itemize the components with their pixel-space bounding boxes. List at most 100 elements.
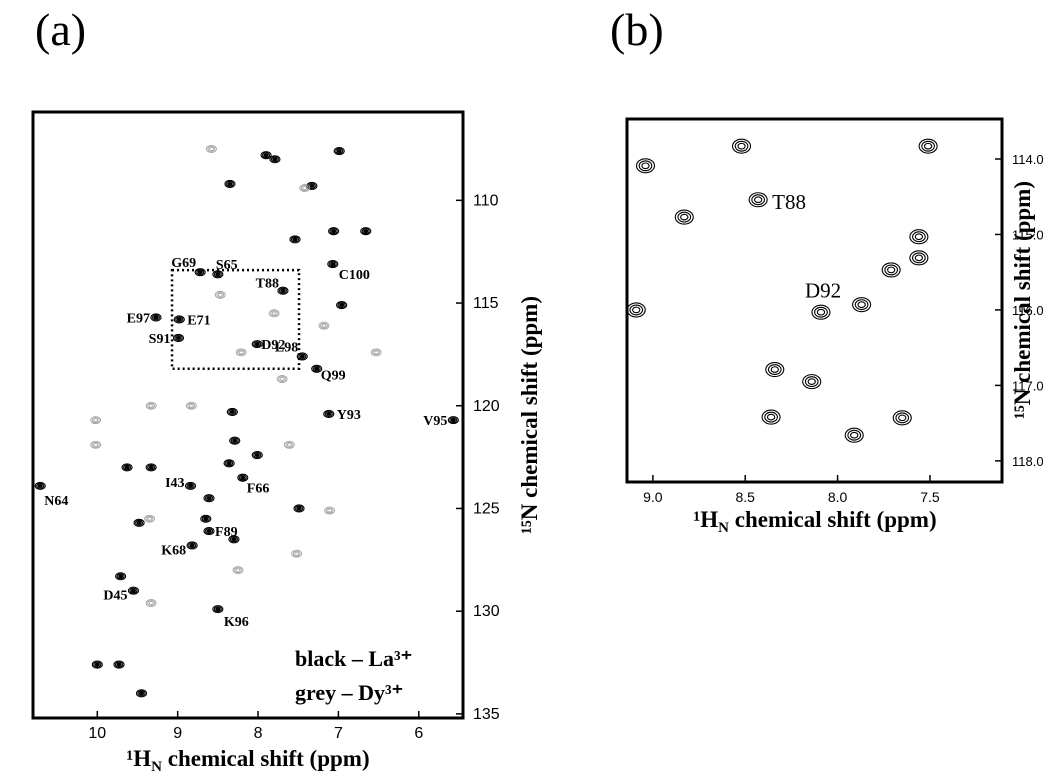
contour [327, 508, 332, 513]
contour [235, 348, 247, 357]
contour [318, 321, 330, 330]
peak-label: I43 [165, 476, 184, 491]
contour [328, 261, 337, 268]
contour [754, 196, 763, 204]
contour [148, 601, 154, 605]
contour [129, 587, 138, 594]
peak [145, 599, 157, 607]
contour [91, 417, 100, 423]
peak [150, 313, 162, 322]
contour [224, 179, 236, 188]
contour [263, 153, 269, 158]
contour [113, 660, 125, 669]
contour [449, 417, 458, 424]
x-axis-label-part: ¹H [126, 746, 151, 771]
contour [329, 228, 338, 235]
contour [293, 504, 305, 513]
contour [276, 375, 288, 383]
peak [133, 518, 145, 527]
peak [731, 138, 752, 154]
contour [237, 349, 246, 356]
peak [892, 410, 912, 426]
y-axis-label: ¹⁵N chemical shift (ppm) [517, 296, 542, 534]
peak [360, 227, 372, 236]
peak [145, 401, 157, 410]
y-tick-label: 125 [473, 500, 500, 517]
contour [213, 271, 222, 278]
contour [228, 535, 240, 544]
contour [804, 376, 819, 388]
peak [277, 286, 289, 295]
contour [188, 403, 194, 408]
contour [909, 250, 929, 266]
contour [626, 302, 646, 318]
x-axis-label: ¹HN chemical shift (ppm) [126, 746, 369, 775]
contour [299, 184, 311, 192]
contour [294, 551, 300, 556]
contour [238, 350, 244, 355]
contour [767, 364, 782, 376]
peak [229, 436, 241, 445]
contour [807, 378, 816, 385]
x-tick-label: 9.0 [643, 489, 663, 505]
contour [234, 567, 242, 573]
peak-label: S91 [149, 332, 171, 347]
peak-label: F66 [247, 482, 270, 497]
contour [253, 341, 262, 348]
x-tick-label: 6 [414, 725, 423, 742]
contour [638, 160, 653, 172]
contour [361, 228, 370, 235]
peak [269, 155, 281, 164]
contour [271, 311, 277, 316]
contour [203, 527, 215, 536]
peak [173, 315, 185, 324]
plot-frame [625, 117, 1004, 484]
contour [93, 442, 99, 447]
panel: (b) 9.0 8.5 8.0 7.5 114.0 115.0 116.0 117.0 118.0… [610, 4, 1044, 536]
contour [122, 464, 132, 471]
contour [176, 317, 182, 322]
peak [289, 235, 301, 244]
contour [91, 441, 100, 448]
x-axis-label-part: N [718, 520, 729, 536]
contour [137, 690, 146, 697]
contour [674, 209, 694, 225]
peak [844, 427, 864, 443]
contour [751, 194, 766, 206]
peak [90, 440, 102, 449]
contour [311, 364, 323, 373]
contour [298, 353, 307, 360]
contour [209, 147, 214, 151]
contour [770, 366, 779, 373]
contour [844, 427, 864, 443]
y-tick-label: 117.0 [1012, 378, 1044, 393]
contour [145, 463, 157, 472]
x-axis-label-part: ¹H [693, 507, 718, 532]
contour [363, 229, 369, 234]
contour [194, 268, 206, 277]
contour [36, 482, 45, 489]
contour [337, 302, 346, 309]
inset-box [170, 268, 301, 371]
contour [336, 301, 348, 310]
contour [206, 529, 212, 534]
contour [91, 660, 103, 669]
peak [113, 660, 125, 669]
contour [307, 182, 316, 189]
contour [130, 588, 137, 593]
contour [147, 464, 156, 471]
peak-label: C100 [339, 268, 370, 283]
contour [145, 515, 154, 522]
peak [323, 409, 335, 419]
contour [296, 352, 308, 361]
peak-label: K68 [161, 543, 186, 558]
contour [336, 149, 342, 153]
peak [185, 401, 197, 410]
peak [135, 689, 148, 698]
contour [262, 152, 271, 159]
contour [748, 192, 768, 208]
peak [194, 268, 206, 277]
contour [635, 158, 656, 174]
contour [231, 537, 237, 542]
peak [145, 463, 157, 472]
